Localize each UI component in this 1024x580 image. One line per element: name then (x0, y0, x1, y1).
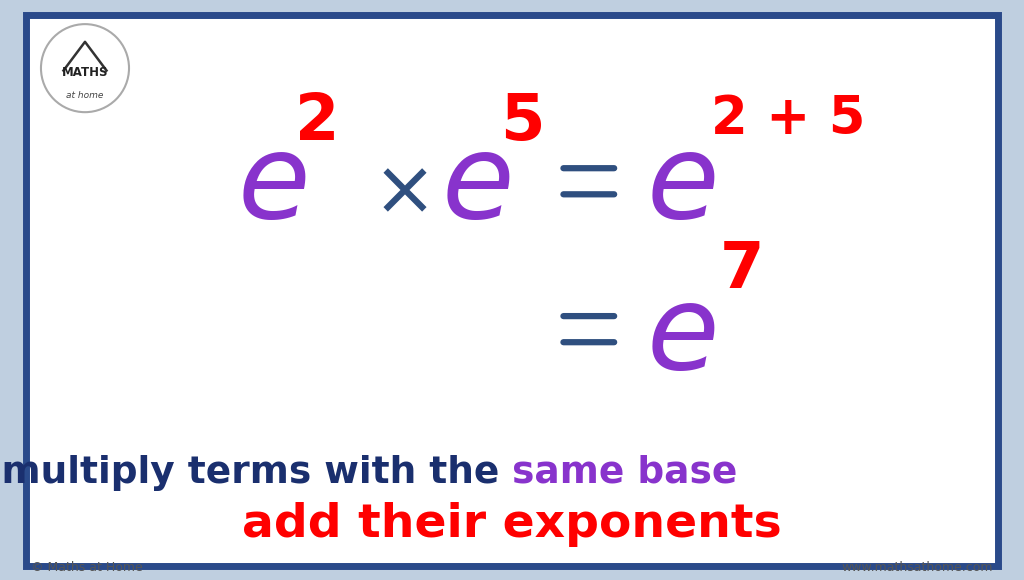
Circle shape (41, 24, 129, 112)
Text: $\times$: $\times$ (372, 154, 427, 229)
Text: © Maths at Home: © Maths at Home (31, 561, 142, 574)
Text: www.mathsathome.com: www.mathsathome.com (842, 561, 993, 574)
Text: same base: same base (512, 455, 737, 491)
Text: $e$: $e$ (646, 279, 716, 394)
Text: 2 + 5: 2 + 5 (712, 93, 865, 145)
Text: To multiply terms with the: To multiply terms with the (0, 455, 512, 491)
Text: $e$: $e$ (646, 128, 716, 243)
Text: 5: 5 (500, 91, 545, 153)
Text: add their exponents: add their exponents (242, 502, 782, 548)
Text: 2: 2 (295, 91, 340, 153)
Text: $e$: $e$ (441, 128, 511, 243)
Text: 7: 7 (720, 239, 765, 300)
Text: MATHS: MATHS (61, 67, 109, 79)
Text: at home: at home (67, 92, 103, 100)
Text: $e$: $e$ (237, 128, 306, 243)
